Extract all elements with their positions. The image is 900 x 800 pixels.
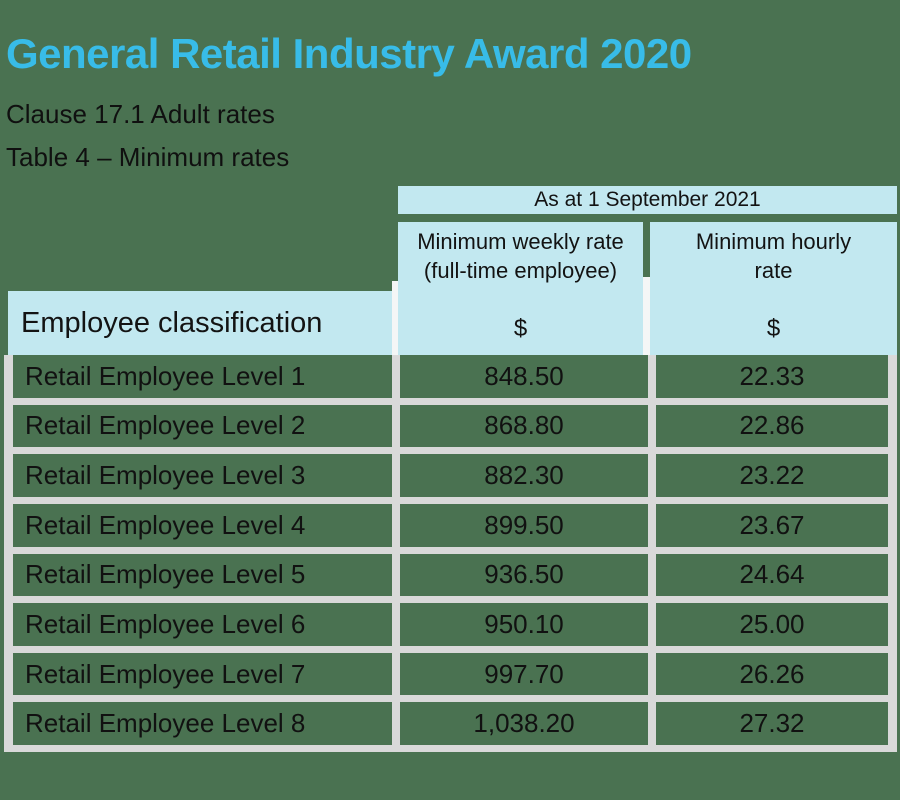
classification-cell: Retail Employee Level 4: [13, 503, 392, 547]
weekly-rate-cell: 848.50: [400, 355, 648, 398]
weekly-rate-header-label: Minimum weekly rate (full-time employee): [417, 229, 624, 284]
hourly-rate-cell: 24.64: [656, 553, 888, 597]
hourly-rate-cell: 22.33: [656, 355, 888, 398]
table-subtitle: Table 4 – Minimum rates: [6, 142, 290, 172]
classification-cell: Retail Employee Level 6: [13, 603, 392, 646]
weekly-rate-cell: 997.70: [400, 652, 648, 696]
classification-cell: Retail Employee Level 7: [13, 652, 392, 696]
date-header-cell: As at 1 September 2021: [398, 186, 897, 214]
hourly-rate-cell: 26.26: [656, 652, 888, 696]
column-separator: [643, 277, 650, 355]
hourly-rate-cell: 23.22: [656, 454, 888, 497]
classification-header-cell: Employee classification: [8, 291, 392, 355]
weekly-rate-cell: 868.80: [400, 404, 648, 448]
page-title: General Retail Industry Award 2020: [6, 30, 692, 77]
clause-subtitle: Clause 17.1 Adult rates: [6, 99, 275, 129]
hourly-rate-cell: 23.67: [656, 503, 888, 547]
hourly-rate-header-label: Minimum hourly rate: [695, 229, 852, 284]
date-header-label: As at 1 September 2021: [534, 188, 761, 211]
classification-cell: Retail Employee Level 8: [13, 702, 392, 745]
weekly-rate-header-cell: Minimum weekly rate (full-time employee)…: [398, 222, 643, 355]
column-separator: [392, 281, 398, 355]
hourly-rate-cell: 27.32: [656, 702, 888, 745]
hourly-rate-cell: 25.00: [656, 603, 888, 646]
hourly-rate-header-cell: Minimum hourly rate $: [650, 222, 897, 355]
classification-cell: Retail Employee Level 5: [13, 553, 392, 597]
hourly-rate-cell: 22.86: [656, 404, 888, 448]
hourly-dollar-sign: $: [766, 314, 781, 342]
weekly-rate-cell: 936.50: [400, 553, 648, 597]
classification-header-label: Employee classification: [21, 306, 323, 339]
weekly-rate-cell: 899.50: [400, 503, 648, 547]
classification-cell: Retail Employee Level 2: [13, 404, 392, 448]
classification-cell: Retail Employee Level 3: [13, 454, 392, 497]
weekly-rate-cell: 882.30: [400, 454, 648, 497]
classification-cell: Retail Employee Level 1: [13, 355, 392, 398]
weekly-dollar-sign: $: [513, 314, 528, 342]
weekly-rate-cell: 950.10: [400, 603, 648, 646]
weekly-rate-cell: 1,038.20: [400, 702, 648, 745]
rates-table: Retail Employee Level 1 848.50 22.33 Ret…: [4, 355, 897, 752]
